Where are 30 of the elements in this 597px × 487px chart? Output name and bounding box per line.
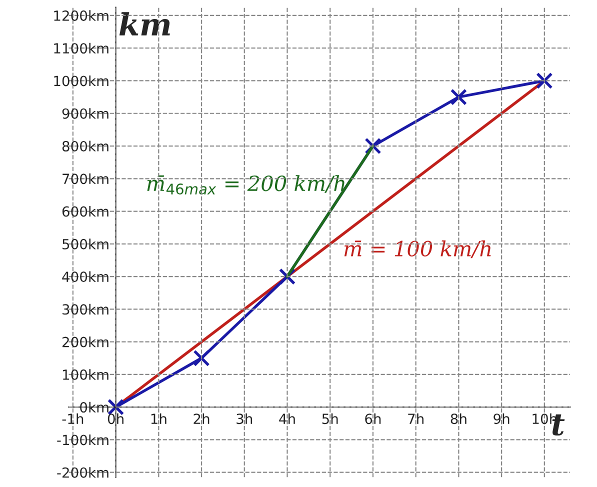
point [193,350,210,366]
y-tick-label: 100km [62,369,108,380]
y-tick-label: -200km [57,467,108,478]
x-tick-label: -1h [62,413,84,424]
y-tick-label: 300km [62,304,108,315]
y-tick-label: 1100km [54,42,108,54]
x-tick-label: 6h [365,413,381,424]
y-tick-label: 500km [62,238,108,250]
x-tick-label: 2h [194,413,210,424]
y-tick-label: 1000km [54,75,108,86]
x-tick-label: 4h [279,413,295,424]
point [450,88,468,106]
x-tick-label: 9h [494,413,510,424]
y-tick-label: 600km [62,206,108,217]
x-tick-label: 1h [151,413,166,424]
x-tick-label: 5h [322,413,338,424]
point [536,72,553,90]
x-tick-label: 7h [408,413,424,424]
y-tick-label: 900km [62,108,108,119]
x-tick-label: 3h [236,413,252,424]
x-tick-label: 8h [450,413,466,424]
annotation: m̄$_{46max}$ = 200 km/h [147,175,345,195]
y-tick-label: 700km [62,173,108,184]
y-tick-label: 400km [62,271,108,282]
y-tick-label: 200km [62,336,108,348]
y-tick-label: 0km [80,402,108,413]
y-axis-title: km [119,12,170,36]
y-tick-label: 1200km [54,10,108,21]
y-tick-label: -100km [57,434,108,446]
y-tick-label: 800km [62,140,108,152]
